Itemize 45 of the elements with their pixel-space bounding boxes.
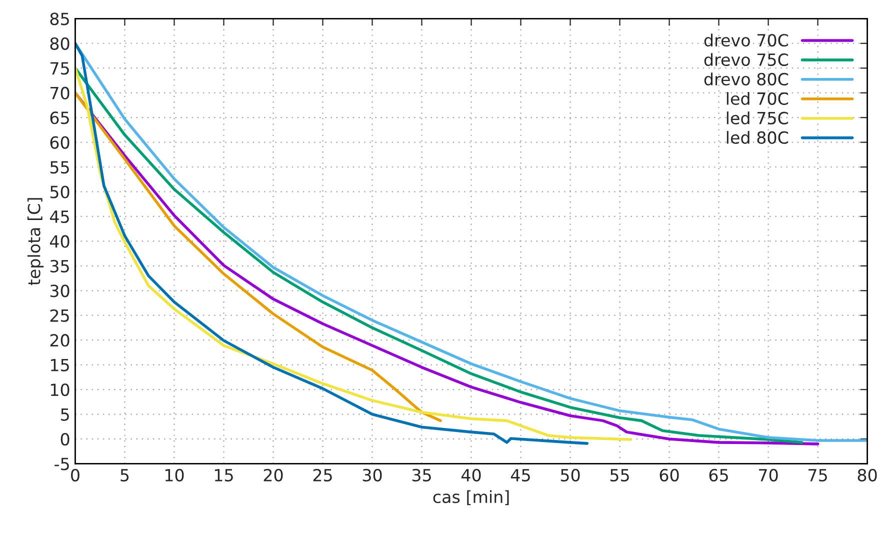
- x-tick-label: 60: [660, 468, 679, 482]
- line-series: [75, 91, 442, 422]
- y-tick-label: 25: [50, 309, 69, 322]
- y-tick-label: 55: [50, 161, 69, 174]
- x-tick-label: 50: [560, 468, 580, 482]
- x-tick-label: 70: [759, 468, 778, 482]
- legend-label: led 75C: [726, 112, 788, 124]
- y-axis-title: teplota [C]: [27, 198, 44, 286]
- y-tick-label: 50: [50, 186, 70, 198]
- x-tick-label: 15: [214, 469, 233, 482]
- y-tick-label: 65: [50, 112, 69, 124]
- legend-label: led 70C: [726, 92, 788, 105]
- y-tick-label: 0: [60, 432, 70, 446]
- x-tick-label: 80: [858, 468, 877, 482]
- x-tick-label: 30: [362, 468, 382, 482]
- x-tick-label: 35: [412, 468, 431, 482]
- y-tick-label: 70: [50, 86, 70, 100]
- x-tick-label: 25: [313, 468, 332, 482]
- y-tick-label: 60: [50, 136, 70, 149]
- y-tick-label: 80: [50, 37, 70, 50]
- y-tick-label: 10: [50, 383, 70, 396]
- legend-label: drevo 70C: [704, 34, 788, 47]
- x-tick-label: 55: [610, 469, 629, 482]
- y-tick-label: 30: [50, 284, 70, 298]
- x-axis-title: cas [min]: [433, 490, 509, 506]
- y-tick-label: 85: [50, 12, 69, 26]
- y-tick-label: 5: [61, 408, 69, 421]
- y-tick-label: 20: [50, 334, 70, 347]
- legend-label: drevo 80C: [704, 72, 788, 86]
- x-tick-label: 40: [461, 468, 481, 482]
- y-tick-label: 75: [50, 62, 69, 75]
- legend-label: led 80C: [726, 130, 788, 144]
- x-tick-label: 10: [165, 468, 184, 482]
- x-tick-label: 75: [808, 469, 827, 482]
- y-tick-label: -5: [54, 458, 69, 470]
- x-tick-label: 0: [71, 468, 80, 482]
- y-tick-label: 15: [50, 358, 69, 372]
- y-tick-label: 40: [50, 235, 70, 248]
- y-tick-label: 45: [50, 210, 69, 224]
- x-tick-label: 65: [709, 468, 728, 482]
- x-tick-label: 45: [510, 469, 530, 482]
- x-tick-label: 20: [264, 468, 283, 482]
- y-tick-label: 35: [50, 260, 69, 272]
- x-tick-label: 5: [120, 469, 129, 482]
- legend-label: drevo 75C: [704, 53, 788, 66]
